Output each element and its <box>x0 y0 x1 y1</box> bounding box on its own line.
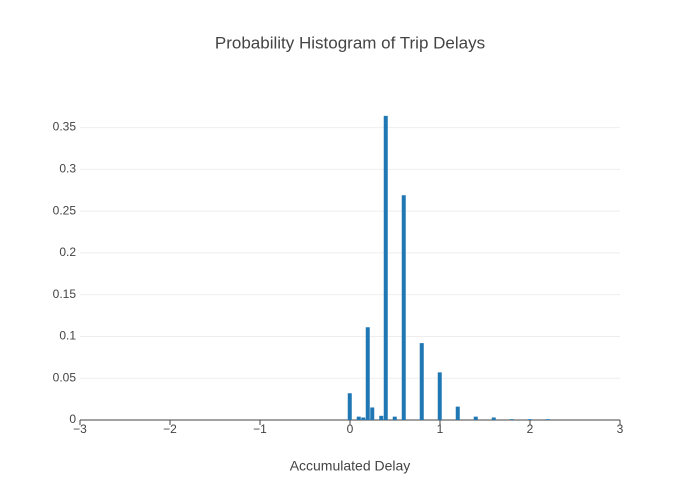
bar <box>370 407 375 420</box>
bar <box>401 195 406 420</box>
bar <box>491 417 496 420</box>
x-tick-label: −3 <box>73 422 87 436</box>
y-tick-label: 0.05 <box>53 370 77 384</box>
bar <box>527 419 532 420</box>
bar <box>365 327 370 420</box>
y-tick-label: 0.15 <box>53 287 77 301</box>
x-tick-label: 1 <box>437 422 444 436</box>
bar <box>347 393 352 420</box>
x-tick-label: 0 <box>347 422 354 436</box>
x-tick-label: 3 <box>617 422 624 436</box>
chart-title: Probability Histogram of Trip Delays <box>215 33 485 52</box>
x-tick-label: −2 <box>163 422 177 436</box>
bar <box>383 115 388 421</box>
bar <box>437 372 442 420</box>
bar <box>356 416 361 420</box>
bar <box>361 417 366 420</box>
bar <box>545 419 550 420</box>
x-tick-label: 2 <box>527 422 534 436</box>
y-tick-label: 0.25 <box>53 203 77 217</box>
bar <box>419 343 424 420</box>
y-tick-label: 0 <box>69 412 76 426</box>
bar <box>379 415 384 420</box>
bar <box>455 406 460 420</box>
x-axis-title: Accumulated Delay <box>290 458 411 474</box>
bar <box>392 416 397 420</box>
x-tick-label: −1 <box>253 422 267 436</box>
y-tick-label: 0.1 <box>59 329 76 343</box>
y-tick-label: 0.2 <box>59 245 76 259</box>
bar <box>473 416 478 420</box>
bar <box>509 419 514 420</box>
y-tick-label: 0.35 <box>53 120 77 134</box>
y-tick-label: 0.3 <box>59 162 76 176</box>
